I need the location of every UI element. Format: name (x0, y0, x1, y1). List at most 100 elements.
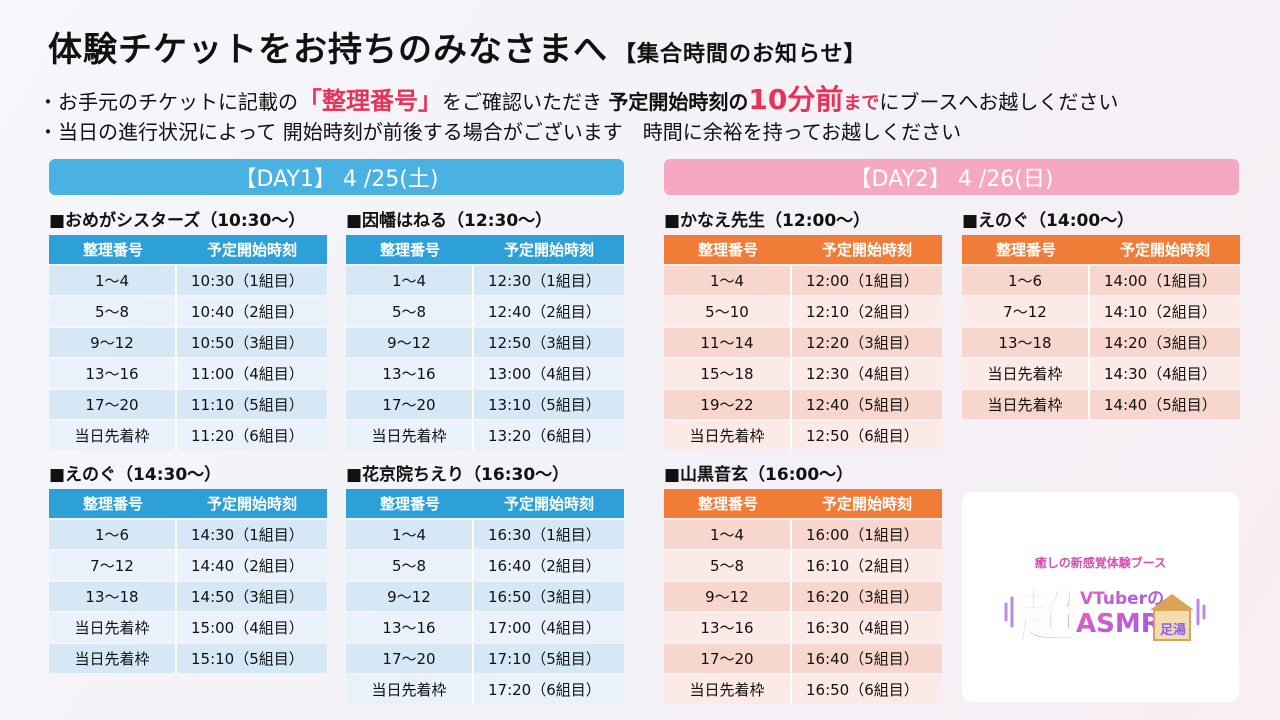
cell-number: 当日先着枠 (346, 421, 474, 450)
schedule-title: ■えのぐ（14:30〜） (49, 465, 222, 485)
cell-time: 16:10（2組目） (792, 551, 942, 580)
cell-time: 10:40（2組目） (177, 297, 327, 326)
title-main: 体験チケットをお持ちのみなさまへ (48, 30, 608, 70)
table-header-row: 整理番号 予定開始時刻 (346, 489, 624, 518)
col-header-number: 整理番号 (346, 489, 474, 518)
cell-time: 14:40（5組目） (1090, 390, 1240, 419)
table-row: 当日先着枠 17:20（6組目） (346, 675, 624, 704)
table-row: 13〜16 17:00（4組目） (346, 613, 624, 642)
cell-number: 1〜4 (664, 266, 792, 295)
table-header-row: 整理番号 予定開始時刻 (49, 489, 327, 518)
cell-time: 14:40（2組目） (177, 551, 327, 580)
logo-asmr: ASMR (1076, 609, 1161, 639)
table-row: 17〜20 16:40（5組目） (664, 644, 942, 673)
cell-time: 13:00（4組目） (474, 359, 624, 388)
schedule-enogu-day1: ■えのぐ（14:30〜） 整理番号 予定開始時刻 1〜6 14:30（1組目） 7〜12 1… (49, 463, 327, 675)
table-row: 1〜4 16:00（1組目） (664, 520, 942, 549)
table-row: 13〜16 11:00（4組目） (49, 359, 327, 388)
cell-number: 9〜12 (664, 582, 792, 611)
cell-time: 16:40（5組目） (792, 644, 942, 673)
cell-number: 17〜20 (346, 644, 474, 673)
cell-time: 16:50（6組目） (792, 675, 942, 704)
table-row: 1〜4 16:30（1組目） (346, 520, 624, 549)
cell-time: 10:50（3組目） (177, 328, 327, 357)
cell-number: 7〜12 (49, 551, 177, 580)
table-row: 13〜18 14:50（3組目） (49, 582, 327, 611)
table-row: 17〜20 11:10（5組目） (49, 390, 327, 419)
cell-number: 13〜18 (49, 582, 177, 611)
cell-number: 13〜16 (346, 359, 474, 388)
table-row: 1〜6 14:00（1組目） (962, 266, 1240, 295)
cell-number: 当日先着枠 (49, 613, 177, 642)
cell-number: 15〜18 (664, 359, 792, 388)
schedule-kakyoin-chieri: ■花京院ちえり（16:30〜） 整理番号 予定開始時刻 1〜4 16:30（1組目） 5〜… (346, 463, 624, 706)
table-row: 13〜18 14:20（3組目） (962, 328, 1240, 357)
table-row: 15〜18 12:30（4組目） (664, 359, 942, 388)
cell-number: 13〜16 (346, 613, 474, 642)
event-logo: 癒しの新感覚体験ブース 超 VTuberの ASMR 足湯 (962, 492, 1239, 702)
col-header-time: 予定開始時刻 (177, 489, 327, 518)
cell-number: 13〜18 (962, 328, 1090, 357)
logo-ashiyu: 足湯 (1160, 622, 1186, 638)
table-row: 当日先着枠 16:50（6組目） (664, 675, 942, 704)
house-icon (1150, 594, 1194, 641)
cell-time: 13:20（6組目） (474, 421, 624, 450)
table-row: 5〜10 12:10（2組目） (664, 297, 942, 326)
cell-number: 5〜8 (346, 551, 474, 580)
cell-number: 当日先着枠 (962, 359, 1090, 388)
table-row: 当日先着枠 13:20（6組目） (346, 421, 624, 450)
col-header-time: 予定開始時刻 (1090, 235, 1240, 264)
cell-time: 17:10（5組目） (474, 644, 624, 673)
cell-time: 16:40（2組目） (474, 551, 624, 580)
col-header-number: 整理番号 (346, 235, 474, 264)
cell-number: 5〜8 (346, 297, 474, 326)
table-row: 13〜16 13:00（4組目） (346, 359, 624, 388)
schedule-table: 整理番号 予定開始時刻 1〜4 16:30（1組目） 5〜8 16:40（2組目） 9〜12… (346, 487, 624, 706)
cell-time: 12:20（3組目） (792, 328, 942, 357)
table-header-row: 整理番号 予定開始時刻 (49, 235, 327, 264)
cell-number: 17〜20 (49, 390, 177, 419)
cell-number: 13〜16 (664, 613, 792, 642)
cell-time: 16:30（1組目） (474, 520, 624, 549)
cell-number: 当日先着枠 (664, 675, 792, 704)
schedule-table: 整理番号 予定開始時刻 1〜4 16:00（1組目） 5〜8 16:10（2組目） 9〜12… (664, 487, 942, 706)
cell-time: 16:00（1組目） (792, 520, 942, 549)
table-row: 当日先着枠 14:40（5組目） (962, 390, 1240, 419)
cell-time: 16:50（3組目） (474, 582, 624, 611)
note-text: ・お手元のチケットに記載の (38, 90, 298, 114)
cell-time: 12:40（5組目） (792, 390, 942, 419)
highlight-number: 「整理番号」 (298, 87, 442, 115)
table-row: 9〜12 16:20（3組目） (664, 582, 942, 611)
cell-number: 当日先着枠 (962, 390, 1090, 419)
table-row: 当日先着枠 12:50（6組目） (664, 421, 942, 450)
cell-time: 16:30（4組目） (792, 613, 942, 642)
cell-number: 9〜12 (49, 328, 177, 357)
soundwave-icon (1004, 596, 1206, 628)
cell-time: 15:10（5組目） (177, 644, 327, 673)
cell-time: 12:30（4組目） (792, 359, 942, 388)
schedule-title: ■因幡はねる（12:30〜） (346, 211, 553, 231)
cell-number: 19〜22 (664, 390, 792, 419)
cell-number: 9〜12 (346, 582, 474, 611)
schedule-inaba-haneru: ■因幡はねる（12:30〜） 整理番号 予定開始時刻 1〜4 12:30（1組目） 5〜8… (346, 209, 624, 452)
table-header-row: 整理番号 予定開始時刻 (346, 235, 624, 264)
logo-big-char: 超 (1018, 582, 1077, 650)
table-row: 1〜4 12:30（1組目） (346, 266, 624, 295)
note-line-1: ・お手元のチケットに記載の「整理番号」をご確認いただき 予定開始時刻の10分前ま… (38, 78, 1118, 118)
cell-number: 13〜16 (49, 359, 177, 388)
cell-number: 5〜10 (664, 297, 792, 326)
schedule-title: ■かなえ先生（12:00〜） (664, 211, 871, 231)
schedule-title: ■えのぐ（14:00〜） (962, 211, 1135, 231)
table-row: 当日先着枠 14:30（4組目） (962, 359, 1240, 388)
col-header-number: 整理番号 (664, 489, 792, 518)
logo-tagline: 癒しの新感覚体験ブース (1034, 556, 1167, 570)
table-row: 7〜12 14:10（2組目） (962, 297, 1240, 326)
table-row: 9〜12 12:50（3組目） (346, 328, 624, 357)
cell-number: 当日先着枠 (346, 675, 474, 704)
table-row: 9〜12 10:50（3組目） (49, 328, 327, 357)
table-header-row: 整理番号 予定開始時刻 (664, 489, 942, 518)
cell-time: 14:20（3組目） (1090, 328, 1240, 357)
cell-time: 10:30（1組目） (177, 266, 327, 295)
cell-number: 9〜12 (346, 328, 474, 357)
cell-number: 当日先着枠 (49, 421, 177, 450)
